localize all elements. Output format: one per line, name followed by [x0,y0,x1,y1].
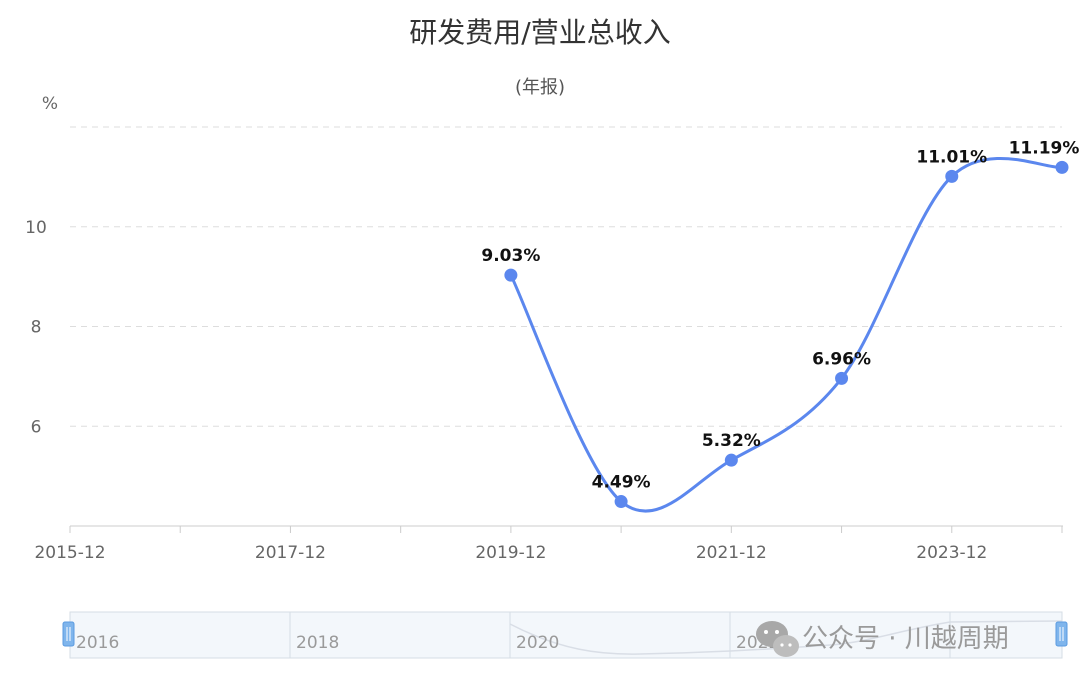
data-point[interactable] [724,453,738,467]
y-tick-label: 6 [31,417,42,437]
y-axis-ticks: 6 8 10 [25,218,47,438]
data-point[interactable] [835,371,849,385]
data-label: 11.19% [1009,138,1080,158]
data-point[interactable] [945,169,959,183]
y-tick-label: 8 [31,318,42,338]
y-axis-unit: % [42,94,58,114]
x-tick-label: 2021-12 [696,543,767,563]
data-point[interactable] [504,268,518,282]
data-point[interactable] [1055,160,1069,174]
navigator-label: 2020 [516,633,559,653]
data-label: 5.32% [702,431,761,451]
x-tick-label: 2015-12 [34,543,105,563]
data-label: 9.03% [481,246,540,266]
data-labels: 9.03% 4.49% 5.32% 6.96% 11.01% 11.19% [481,138,1079,492]
chart-title: 研发费用/营业总收入 [409,16,670,49]
navigator-track [69,611,1063,659]
data-point[interactable] [614,495,628,509]
series-line [509,156,1063,513]
x-axis-ticks: 2015-12 2017-12 2019-12 2021-12 2023-12 [34,526,1063,563]
chart-subtitle: (年报) [515,77,565,98]
wechat-icon [756,621,799,657]
x-tick-label: 2017-12 [255,543,326,563]
navigator-label: 2018 [296,633,339,653]
data-points [504,160,1069,509]
navigator-preview-line [509,620,1063,655]
watermark: 公众号 · 川越周期 [756,621,1009,657]
y-tick-label: 10 [25,218,47,238]
grid-lines [70,126,1062,427]
navigator-handle-right[interactable] [1055,621,1068,647]
watermark-text: 公众号 · 川越周期 [802,624,1009,654]
navigator-label: 2016 [76,633,119,653]
navigator[interactable]: 2016 2018 2020 2022 [62,611,1068,659]
data-label: 4.49% [592,473,651,493]
x-tick-label: 2023-12 [916,543,987,563]
x-tick-label: 2019-12 [475,543,546,563]
data-label: 6.96% [812,349,871,369]
navigator-handle-left[interactable] [62,621,75,647]
data-label: 11.01% [916,147,987,167]
